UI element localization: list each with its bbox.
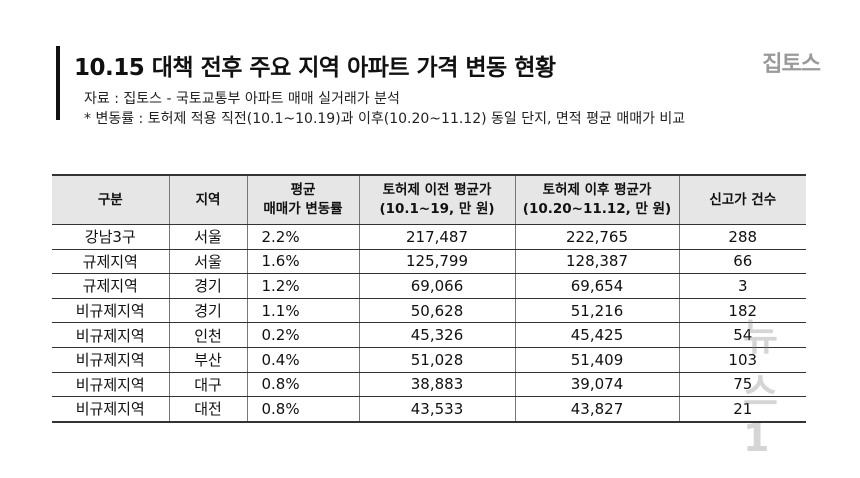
category-cell: 비규제지역 xyxy=(52,322,169,348)
after-price-cell: 128,387 xyxy=(514,249,679,275)
watermark-text: 뉴스1 xyxy=(743,315,778,460)
after-price-cell: 51,216 xyxy=(514,298,679,324)
region-cell: 부산 xyxy=(168,347,247,373)
before-price-cell: 45,326 xyxy=(358,322,515,348)
record-count-cell: 75 xyxy=(678,372,806,398)
before-price-cell: 125,799 xyxy=(358,249,515,275)
region-cell: 경기 xyxy=(168,298,247,324)
after-price-cell: 45,425 xyxy=(514,322,679,348)
record-count-cell: 288 xyxy=(678,224,806,250)
header-region: 지역 xyxy=(168,174,247,225)
before-price-cell: 51,028 xyxy=(358,347,515,373)
change-rate-cell: 1.1% xyxy=(246,298,359,324)
table-row: 비규제지역 부산 0.4% 51,028 51,409 103 xyxy=(52,347,806,373)
after-price-cell: 69,654 xyxy=(514,273,679,299)
table-row: 규제지역 경기 1.2% 69,066 69,654 3 xyxy=(52,273,806,299)
category-cell: 비규제지역 xyxy=(52,372,169,398)
brand-logo: 집토스 xyxy=(762,52,821,77)
record-count-cell: 54 xyxy=(678,322,806,348)
table-row: 비규제지역 경기 1.1% 50,628 51,216 182 xyxy=(52,298,806,324)
footnote: * 변동률 : 토허제 적용 직전(10.1~10.19)과 이후(10.20~… xyxy=(84,111,686,127)
table-row: 강남3구 서울 2.2% 217,487 222,765 288 xyxy=(52,224,806,250)
region-cell: 경기 xyxy=(168,273,247,299)
before-price-cell: 69,066 xyxy=(358,273,515,299)
header-change-rate: 평균 매매가 변동률 xyxy=(246,174,359,225)
category-cell: 규제지역 xyxy=(52,273,169,299)
region-cell: 대구 xyxy=(168,372,247,398)
category-cell: 비규제지역 xyxy=(52,298,169,324)
table-row: 비규제지역 인천 0.2% 45,326 45,425 54 xyxy=(52,322,806,348)
change-rate-cell: 1.6% xyxy=(246,249,359,275)
category-cell: 규제지역 xyxy=(52,249,169,275)
after-price-cell: 43,827 xyxy=(514,396,679,423)
change-rate-cell: 0.4% xyxy=(246,347,359,373)
header-before-price: 토허제 이전 평균가 (10.1~19, 만 원) xyxy=(358,174,515,225)
before-price-cell: 217,487 xyxy=(358,224,515,250)
after-price-cell: 51,409 xyxy=(514,347,679,373)
record-count-cell: 3 xyxy=(678,273,806,299)
table-row: 규제지역 서울 1.6% 125,799 128,387 66 xyxy=(52,249,806,275)
before-price-cell: 43,533 xyxy=(358,396,515,423)
table-row: 비규제지역 대구 0.8% 38,883 39,074 75 xyxy=(52,372,806,398)
category-cell: 비규제지역 xyxy=(52,396,169,423)
change-rate-cell: 1.2% xyxy=(246,273,359,299)
record-count-cell: 21 xyxy=(678,396,806,423)
change-rate-cell: 0.2% xyxy=(246,322,359,348)
source-note: 자료 : 집토스 - 국토교통부 아파트 매매 실거래가 분석 xyxy=(84,91,400,107)
change-rate-cell: 0.8% xyxy=(246,372,359,398)
table-header-row: 구분 지역 평균 매매가 변동률 토허제 이전 평균가 (10.1~19, 만 원)… xyxy=(52,174,806,225)
before-price-cell: 50,628 xyxy=(358,298,515,324)
change-rate-cell: 0.8% xyxy=(246,396,359,423)
header-after-price: 토허제 이후 평균가 (10.20~11.12, 만 원) xyxy=(514,174,679,225)
page-title: 10.15 대책 전후 주요 지역 아파트 가격 변동 현황 xyxy=(74,55,556,81)
header-category: 구분 xyxy=(52,174,169,225)
category-cell: 강남3구 xyxy=(52,224,169,250)
region-cell: 서울 xyxy=(168,224,247,250)
title-accent-bar xyxy=(56,46,60,120)
record-count-cell: 66 xyxy=(678,249,806,275)
region-cell: 인천 xyxy=(168,322,247,348)
before-price-cell: 38,883 xyxy=(358,372,515,398)
table-row: 비규제지역 대전 0.8% 43,533 43,827 21 xyxy=(52,396,806,423)
region-cell: 서울 xyxy=(168,249,247,275)
change-rate-cell: 2.2% xyxy=(246,224,359,250)
after-price-cell: 39,074 xyxy=(514,372,679,398)
after-price-cell: 222,765 xyxy=(514,224,679,250)
header-record-count: 신고가 건수 xyxy=(678,174,806,225)
price-change-table: 구분 지역 평균 매매가 변동률 토허제 이전 평균가 (10.1~19, 만 원)… xyxy=(52,174,806,423)
region-cell: 대전 xyxy=(168,396,247,423)
record-count-cell: 182 xyxy=(678,298,806,324)
category-cell: 비규제지역 xyxy=(52,347,169,373)
record-count-cell: 103 xyxy=(678,347,806,373)
